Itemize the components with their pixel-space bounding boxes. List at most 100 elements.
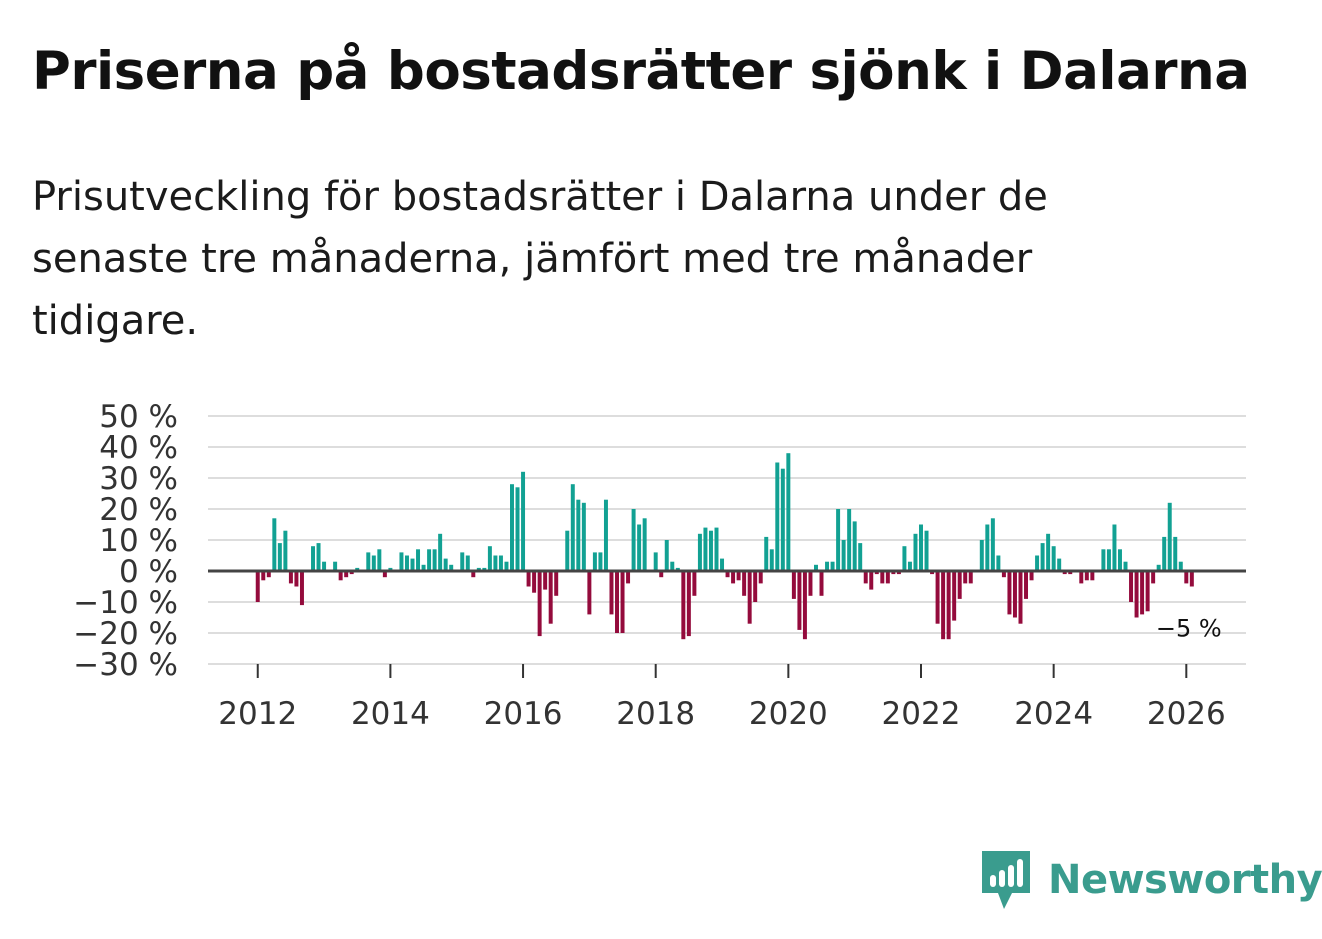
bar: [847, 509, 852, 571]
bar: [880, 571, 885, 584]
bar: [603, 499, 608, 571]
y-tick-label: −20 %: [73, 616, 178, 652]
bar: [653, 552, 658, 571]
x-tick-label: 2018: [616, 696, 695, 732]
bar: [1001, 571, 1006, 578]
bar: [266, 571, 271, 578]
bar: [841, 540, 846, 571]
bar: [416, 549, 421, 571]
bar: [1178, 561, 1183, 571]
bar: [681, 571, 686, 640]
bar: [830, 561, 835, 571]
bar: [504, 561, 509, 571]
bar: [714, 527, 719, 571]
bar: [1024, 571, 1029, 599]
bar: [399, 552, 404, 571]
x-tick-label: 2020: [749, 696, 828, 732]
bar: [780, 468, 785, 571]
bar: [255, 571, 260, 602]
bar: [946, 571, 951, 640]
y-tick-label: 40 %: [99, 430, 178, 466]
bar: [1068, 571, 1073, 575]
bar: [272, 518, 277, 571]
bar: [1117, 549, 1122, 571]
bar: [283, 530, 288, 571]
bar: [1156, 564, 1161, 571]
y-axis-labels: −30 %−20 %−10 %0 %10 %20 %30 %40 %50 %: [73, 399, 178, 683]
bar: [990, 518, 995, 571]
bar: [836, 509, 841, 571]
bar: [642, 518, 647, 571]
x-tick-label: 2014: [351, 696, 430, 732]
bar: [333, 561, 338, 571]
bar-layer: [255, 453, 1194, 640]
bar-chart-speech-bubble-icon: [982, 851, 1030, 909]
bar: [1189, 571, 1194, 587]
bar: [775, 462, 780, 571]
bar: [498, 555, 503, 571]
bar: [963, 571, 968, 584]
chart-title: Priserna på bostadsrätter sjönk i Dalarn…: [32, 41, 1250, 102]
bar: [1134, 571, 1139, 618]
bar: [443, 558, 448, 571]
y-tick-label: 20 %: [99, 492, 178, 528]
bar: [510, 484, 514, 571]
y-tick-label: 50 %: [99, 399, 178, 435]
grid-layer: [208, 415, 1246, 665]
bar: [1145, 571, 1150, 612]
x-axis-labels: 2012 2014 2016 2018 2020 2022 2024 2026: [218, 664, 1226, 732]
bar: [631, 509, 636, 571]
bar: [482, 567, 487, 571]
bar: [421, 564, 426, 571]
bar: [858, 543, 863, 571]
bar: [554, 571, 559, 596]
bar: [907, 561, 912, 571]
bar: [493, 555, 498, 571]
bar: [769, 549, 774, 571]
bar: [1106, 549, 1111, 571]
bar: [322, 561, 327, 571]
bar: [996, 555, 1001, 571]
bar: [692, 571, 697, 596]
bar: [626, 571, 631, 584]
bar: [261, 571, 266, 581]
bar: [592, 552, 597, 571]
y-tick-label: −10 %: [73, 585, 178, 621]
bar: [532, 571, 537, 593]
last-value-label: −5 %: [1156, 615, 1222, 643]
bar: [277, 543, 282, 571]
bar: [957, 571, 962, 599]
bar: [919, 524, 923, 571]
bar: [725, 571, 730, 578]
bar: [1123, 561, 1128, 571]
bar: [885, 571, 890, 584]
bar: [1112, 524, 1117, 571]
bar: [686, 571, 691, 637]
bar: [615, 571, 619, 633]
bar: [1084, 571, 1089, 581]
bar: [869, 571, 874, 590]
bar: [747, 571, 752, 624]
bar: [316, 543, 321, 571]
bar: [968, 571, 973, 584]
bar: [819, 571, 824, 596]
bar: [620, 571, 625, 633]
bar: [675, 567, 680, 571]
bar: [1062, 571, 1067, 575]
bar: [979, 540, 984, 571]
bar: [311, 546, 316, 571]
bar: [609, 571, 614, 615]
bar: [1101, 549, 1106, 571]
bar: [708, 530, 713, 571]
x-tick-label: 2016: [484, 696, 563, 732]
bar: [1184, 571, 1189, 584]
bar: [371, 555, 376, 571]
bar: [1007, 571, 1012, 615]
bar: [382, 571, 387, 578]
bar: [1151, 571, 1156, 584]
bar-chart: −30 %−20 %−10 %0 %10 %20 %30 %40 %50 % 2…: [73, 399, 1246, 732]
bar: [570, 484, 575, 571]
bar: [941, 571, 946, 640]
bar: [896, 571, 901, 575]
bar: [1029, 571, 1034, 581]
